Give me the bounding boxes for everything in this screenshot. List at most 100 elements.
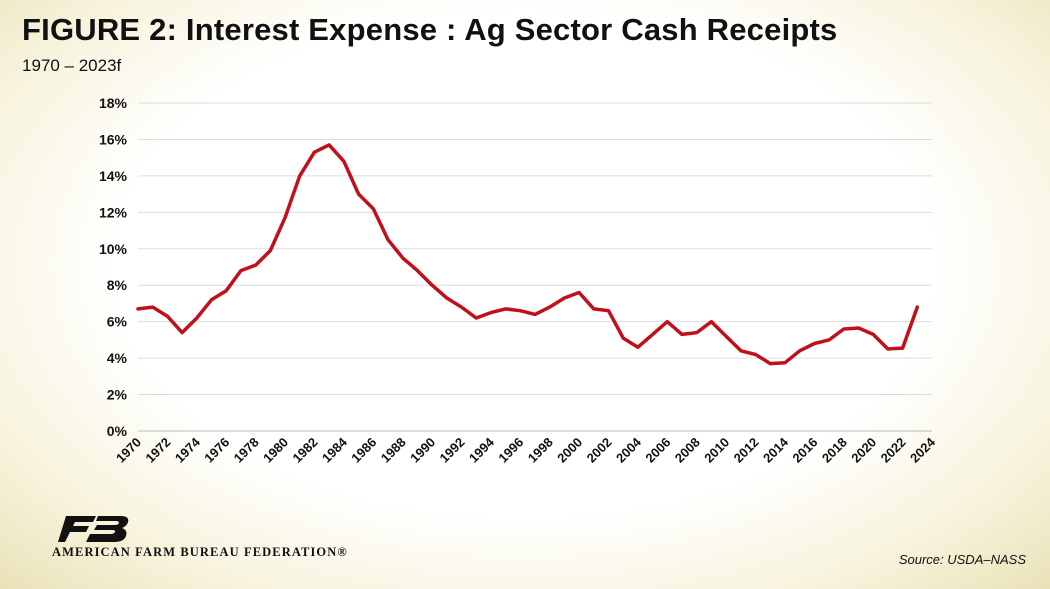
x-tick-label: 2006	[642, 435, 673, 466]
y-tick-label: 6%	[107, 314, 128, 330]
x-tick-label: 1992	[437, 435, 468, 466]
series-layer	[136, 143, 920, 366]
data-point-2021	[886, 347, 890, 351]
data-point-1977	[239, 269, 243, 272]
x-tick-label: 1978	[231, 435, 262, 466]
x-tick-label: 2024	[907, 434, 939, 466]
data-point-2019	[857, 326, 860, 330]
x-tick-label: 1984	[319, 434, 351, 466]
x-tick-label: 1988	[378, 435, 409, 466]
data-point-1986	[372, 207, 375, 210]
x-tick-label: 1986	[348, 435, 379, 466]
data-point-1991	[445, 296, 448, 300]
x-tick-label: 1976	[201, 435, 232, 466]
x-tick-label: 2016	[789, 435, 820, 466]
data-point-2000	[577, 291, 581, 294]
series-line-0	[136, 143, 920, 366]
x-tick-label: 2014	[760, 434, 792, 466]
x-axis-ticks: 1970197219741976197819801982198419861988…	[113, 434, 939, 466]
data-point-2015	[798, 349, 801, 353]
y-tick-label: 18%	[99, 95, 128, 111]
y-tick-label: 10%	[99, 241, 128, 257]
y-tick-label: 4%	[107, 350, 128, 366]
y-axis-ticks: 0% 2% 4% 6% 8% 10% 12% 14% 16% 18%	[99, 95, 128, 439]
x-tick-label: 1994	[466, 434, 498, 466]
data-point-2004	[636, 345, 640, 349]
data-point-1990	[430, 284, 434, 287]
data-point-2014	[783, 361, 787, 364]
data-point-2009	[710, 320, 713, 323]
data-point-1973	[180, 331, 184, 334]
data-point-1984	[342, 160, 346, 163]
data-point-2008	[695, 331, 698, 334]
x-tick-label: 2008	[672, 435, 703, 466]
data-point-2002	[607, 309, 610, 312]
data-point-1980	[283, 216, 287, 219]
data-point-2003	[622, 336, 625, 340]
data-point-1971	[151, 305, 154, 309]
logo-b-shape	[86, 516, 129, 542]
x-tick-label: 1990	[407, 435, 438, 466]
x-tick-label: 2000	[554, 435, 585, 466]
data-point-2013	[769, 362, 772, 365]
y-tick-label: 14%	[99, 168, 128, 184]
data-point-2017	[827, 338, 831, 342]
data-point-1974	[195, 316, 199, 320]
x-tick-label: 1982	[290, 435, 321, 466]
y-tick-label: 16%	[99, 131, 128, 147]
data-point-1992	[460, 305, 463, 309]
x-tick-label: 1980	[260, 435, 291, 466]
y-tick-label: 8%	[107, 277, 128, 293]
data-point-2020	[871, 333, 875, 336]
chart-subtitle: 1970 – 2023f	[22, 56, 122, 75]
logo-f-shape	[58, 516, 96, 542]
data-point-2018	[842, 327, 845, 331]
data-point-2012	[754, 353, 757, 356]
data-point-1982	[313, 151, 316, 154]
data-point-1997	[533, 313, 537, 316]
data-point-1975	[210, 298, 213, 301]
organization-name: AMERICAN FARM BUREAU FEDERATION®	[52, 545, 348, 559]
data-point-2022	[901, 346, 904, 350]
data-point-1995	[504, 307, 507, 311]
data-point-1981	[298, 174, 301, 178]
data-point-1988	[401, 256, 404, 260]
data-point-1979	[269, 249, 272, 252]
y-tick-label: 2%	[107, 387, 128, 403]
x-tick-label: 2012	[731, 435, 762, 466]
data-point-1989	[416, 269, 419, 272]
data-point-1972	[166, 315, 169, 318]
data-point-2001	[592, 307, 596, 311]
data-point-1978	[254, 263, 257, 267]
x-tick-label: 1970	[113, 435, 144, 466]
data-point-2010	[724, 335, 728, 338]
x-tick-label: 2020	[848, 435, 879, 466]
x-tick-label: 1998	[525, 435, 556, 466]
data-point-1970	[136, 307, 140, 311]
x-tick-label: 1996	[495, 435, 526, 466]
gridlines	[138, 102, 932, 432]
x-tick-label: 2018	[819, 435, 850, 466]
data-point-1998	[548, 305, 551, 309]
farm-bureau-logo-icon	[58, 516, 129, 542]
data-point-2007	[680, 333, 684, 336]
data-point-2023	[916, 305, 919, 309]
data-point-2011	[739, 349, 743, 353]
y-tick-label: 0%	[107, 423, 128, 439]
x-tick-label: 2022	[878, 435, 909, 466]
x-tick-label: 2004	[613, 434, 645, 466]
x-tick-label: 2002	[584, 435, 615, 466]
data-point-1987	[386, 238, 390, 241]
x-tick-label: 1972	[142, 435, 173, 466]
data-point-1996	[519, 309, 522, 312]
y-tick-label: 12%	[99, 204, 128, 220]
data-point-1999	[563, 296, 566, 300]
x-tick-label: 2010	[701, 435, 732, 466]
data-point-1993	[474, 316, 478, 320]
data-point-1983	[327, 143, 331, 147]
data-point-1994	[489, 311, 493, 314]
data-point-2005	[651, 333, 654, 336]
x-tick-label: 1974	[172, 434, 204, 466]
data-point-2006	[666, 320, 669, 323]
